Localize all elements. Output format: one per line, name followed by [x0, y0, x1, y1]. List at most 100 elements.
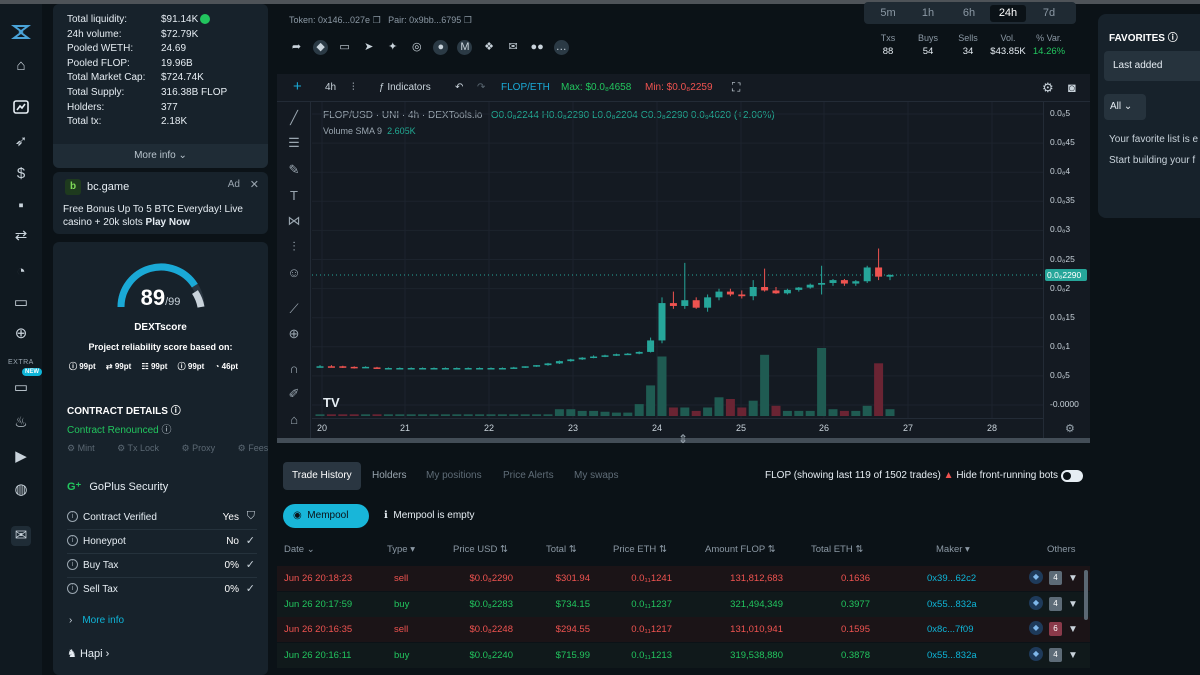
pair-switch[interactable]: FLOP/ETH	[501, 82, 550, 93]
metamask-icon[interactable]: ❖	[484, 41, 494, 53]
copy-icon[interactable]: ❐	[372, 15, 381, 25]
brush-icon[interactable]: ✎	[288, 162, 300, 177]
axis-settings-icon[interactable]: ⚙	[1065, 423, 1075, 435]
magnet-icon[interactable]: ∩	[289, 361, 299, 376]
dextools-icon[interactable]: ◆	[1029, 621, 1043, 635]
table-header[interactable]: Maker ▾	[936, 544, 970, 555]
medium-icon[interactable]: ●●	[530, 41, 544, 53]
etherscan-icon[interactable]: ◎	[412, 41, 422, 53]
dextools-icon[interactable]: ◆	[1029, 646, 1043, 661]
interval-button[interactable]: 4h	[325, 82, 337, 93]
resize-arrows-icon[interactable]: ⇕	[678, 432, 689, 446]
text-icon[interactable]: T	[290, 188, 298, 203]
tab-my-swaps[interactable]: My swaps	[574, 470, 619, 481]
dextools-icon[interactable]: ◆	[1029, 570, 1043, 584]
share-icon[interactable]: ➦	[291, 41, 302, 53]
filter-icon[interactable]: ▼	[1068, 573, 1078, 584]
redo-icon[interactable]: ↷	[477, 82, 486, 93]
table-row[interactable]: Jun 26 20:16:35 sell $0.0₈2248 $294.55 0.0₁₁…	[277, 617, 1090, 642]
tradingview-logo[interactable]: TV	[323, 395, 340, 410]
measure-icon[interactable]: ⫶	[292, 239, 296, 254]
apps-icon[interactable]: ▪	[18, 197, 24, 214]
undo-icon[interactable]: ↶	[455, 82, 464, 93]
favorites-filter-select[interactable]: All ⌄	[1104, 94, 1146, 120]
filter-icon[interactable]: ▼	[1068, 624, 1078, 635]
more-info-button[interactable]: More info ⌄	[53, 144, 268, 168]
others-badge[interactable]: 4	[1049, 596, 1062, 611]
dextools-icon[interactable]: ◆	[313, 40, 329, 55]
mempool-button[interactable]: ◉ Mempool	[283, 504, 369, 528]
monitor-icon[interactable]: ▭	[13, 379, 29, 396]
home-icon[interactable]: ⌂	[16, 57, 26, 74]
swap-icon[interactable]: ⇄	[14, 227, 28, 244]
hide-bots-toggle[interactable]	[1061, 470, 1083, 482]
filter-icon[interactable]: ▼	[1068, 598, 1078, 610]
copy-icon[interactable]: ❐	[463, 15, 472, 25]
ad-banner[interactable]: b bc.game Ad ✕ Free Bonus Up To 5 BTC Ev…	[53, 172, 268, 234]
trendline-icon[interactable]: ╱	[290, 110, 298, 125]
filter-icon[interactable]: ▼	[1068, 649, 1078, 661]
close-icon[interactable]: ✕	[249, 179, 259, 191]
youtube-icon[interactable]: ▶	[15, 448, 27, 465]
emoji-icon[interactable]: ☺	[287, 265, 301, 280]
pair-explorer-icon[interactable]	[11, 98, 31, 118]
ad-cta[interactable]: Play Now	[145, 217, 191, 228]
tf-7d[interactable]: 7d	[1042, 7, 1056, 19]
chat-icon[interactable]: ✉	[11, 526, 31, 546]
tf-1h[interactable]: 1h	[921, 7, 935, 19]
table-header[interactable]: Date ⌄	[284, 544, 315, 555]
tf-6h[interactable]: 6h	[962, 7, 976, 19]
table-scrollbar[interactable]	[1084, 570, 1088, 620]
others-badge[interactable]: 4	[1049, 571, 1062, 585]
table-header[interactable]: Price ETH ⇅	[613, 544, 667, 555]
coinmarketcap-icon[interactable]: ●	[433, 40, 449, 55]
tf-5m[interactable]: 5m	[880, 7, 896, 19]
fire-icon[interactable]: ♨	[14, 414, 28, 431]
camera-icon[interactable]: ◙	[1068, 80, 1076, 95]
tab-my-positions[interactable]: My positions	[426, 470, 482, 481]
settings-icon[interactable]: ⚙	[1042, 80, 1054, 95]
twitter-icon[interactable]: ✦	[388, 41, 398, 53]
pie-chart-icon[interactable]: ◔	[16, 263, 26, 280]
others-badge[interactable]: 6	[1049, 622, 1062, 636]
more-icon[interactable]: …	[553, 40, 569, 55]
panel-resize-handle[interactable]	[277, 438, 1090, 443]
lock-icon[interactable]: ⌂	[290, 412, 298, 427]
table-header[interactable]: Amount FLOP ⇅	[705, 544, 776, 555]
table-header[interactable]: Price USD ⇅	[453, 544, 508, 555]
trade-maker[interactable]: 0x55...832a	[927, 598, 977, 610]
mail-icon[interactable]: ✉	[508, 41, 518, 53]
pattern-icon[interactable]: ⋈	[287, 213, 301, 228]
table-header[interactable]: Total ⇅	[546, 544, 577, 555]
lock-drawing-icon[interactable]: ✐	[288, 386, 300, 401]
fullscreen-icon[interactable]: ⛶	[732, 80, 741, 94]
table-row[interactable]: Jun 26 20:17:59 buy $0.0₈2283 $734.15 0.0₁₁1…	[277, 591, 1090, 617]
dextools-icon[interactable]: ◆	[1029, 595, 1043, 610]
ruler-icon[interactable]: ⟋	[289, 301, 299, 316]
trade-maker[interactable]: 0x55...832a	[927, 649, 977, 661]
m-icon[interactable]: M	[457, 40, 473, 55]
wallet-icon[interactable]: ▭	[13, 294, 29, 311]
table-row[interactable]: Jun 26 20:16:11 buy $0.0₈2240 $715.99 0.0₁₁1…	[277, 642, 1090, 668]
telegram-icon[interactable]: ➤	[364, 41, 374, 53]
favorites-sort-select[interactable]: Last added	[1104, 51, 1200, 81]
others-badge[interactable]: 4	[1049, 647, 1062, 662]
trade-maker[interactable]: 0x8c...7f09	[927, 624, 974, 635]
hapi-link[interactable]: ♞ Hapi ›	[67, 648, 110, 660]
table-row[interactable]: Jun 26 20:18:23 sell $0.0₈2290 $301.94 0.0₁₁…	[277, 566, 1090, 591]
candle-type-icon[interactable]: ⫶	[352, 82, 355, 93]
table-header[interactable]: Others	[1047, 544, 1076, 555]
tab-trade-history[interactable]: Trade History	[283, 462, 361, 490]
horizontal-lines-icon[interactable]: ☰	[288, 135, 300, 150]
goplus-security[interactable]: G⁺ GoPlus Security	[67, 481, 169, 493]
zoom-in-icon[interactable]: ⊕	[288, 326, 300, 341]
table-header[interactable]: Total ETH ⇅	[811, 544, 864, 555]
plus-circle-icon[interactable]: ⊕	[14, 325, 28, 342]
price-chart[interactable]: + 4h ⫶ ƒ Indicators ↶ ↷ FLOP/ETH Max: $0…	[277, 74, 1090, 438]
tab-holders[interactable]: Holders	[372, 470, 407, 481]
globe-icon[interactable]: ◍	[14, 481, 28, 498]
goplus-more-info-link[interactable]: › More info	[69, 615, 125, 626]
trade-maker[interactable]: 0x39...62c2	[927, 573, 977, 584]
dollar-icon[interactable]: $	[16, 165, 26, 182]
website-icon[interactable]: ▭	[339, 41, 350, 53]
